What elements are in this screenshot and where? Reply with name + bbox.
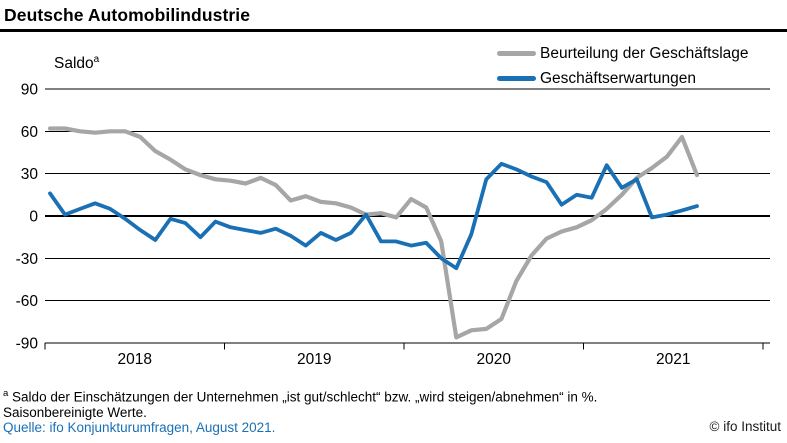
- title-divider: [0, 29, 787, 32]
- y-tick-label: -30: [16, 251, 39, 268]
- footnote-text: Saldo der Einschätzungen der Unternehmen…: [8, 389, 598, 405]
- saldo-text: Saldo: [54, 55, 94, 73]
- y-tick-label: 90: [21, 82, 39, 99]
- legend-item-geschaeftserwartungen: Geschäftserwartungen: [497, 66, 749, 91]
- x-year-label: 2020: [477, 351, 512, 368]
- x-year-label: 2021: [656, 351, 690, 368]
- y-tick-label: 60: [21, 124, 39, 141]
- footnotes: a Saldo der Einschätzungen der Unternehm…: [3, 386, 597, 435]
- y-axis-unit-label: Saldoa: [54, 54, 99, 73]
- x-year-label: 2018: [118, 351, 152, 368]
- saldo-footnote-marker: a: [93, 54, 100, 65]
- footnote-line-2: Saisonbereinigte Werte.: [3, 404, 147, 420]
- page-title: Deutsche Automobilindustrie: [4, 5, 251, 25]
- y-tick-label: -60: [16, 293, 39, 310]
- y-tick-label: -90: [16, 335, 39, 352]
- y-tick-label: 30: [21, 166, 39, 183]
- legend: Beurteilung der Geschäftslage Geschäftse…: [497, 41, 749, 91]
- series-line-geschaeftslage: [47, 126, 700, 340]
- legend-label: Beurteilung der Geschäftslage: [540, 44, 749, 62]
- y-tick-label: 0: [29, 209, 38, 226]
- x-year-label: 2019: [297, 351, 331, 368]
- legend-label: Geschäftserwartungen: [540, 69, 696, 87]
- footnote-line-1: a Saldo der Einschätzungen der Unternehm…: [3, 386, 597, 405]
- footnote-marker: a: [3, 388, 9, 399]
- copyright-note: © ifo Institut: [709, 419, 781, 434]
- legend-line-swatch-blue: [497, 76, 536, 81]
- source-line: Quelle: ifo Konjunkturumfragen, August 2…: [3, 419, 276, 435]
- legend-line-swatch-gray: [497, 51, 536, 56]
- legend-item-geschaeftslage: Beurteilung der Geschäftslage: [497, 41, 749, 66]
- series-line-geschaeftserwartungen: [48, 161, 699, 271]
